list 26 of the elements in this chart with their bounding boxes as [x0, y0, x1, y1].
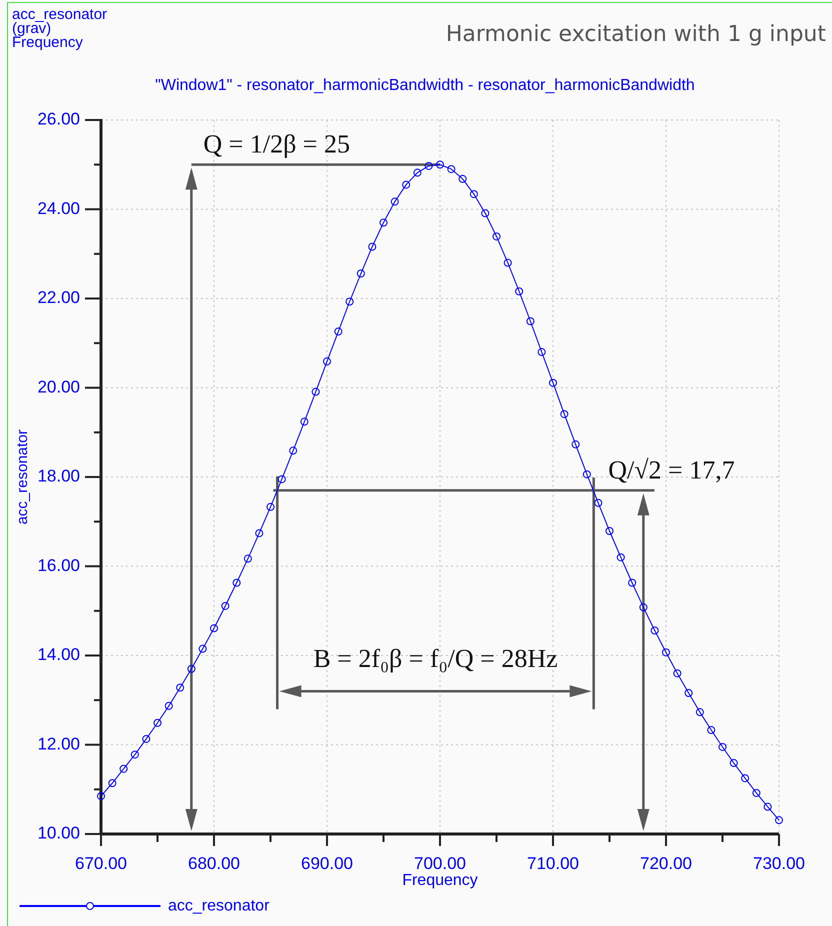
annotation: B = 2f₀β = f₀/Q = 28Hz [313, 644, 558, 674]
y-tick-label: 24.00 [37, 198, 80, 218]
y-tick-label: 14.00 [37, 645, 80, 664]
x-tick-label: 720.00 [640, 854, 692, 873]
x-axis-title: Frequency [402, 872, 478, 889]
chart-subtitle: "Window1" - resonator_harmonicBandwidth - resonator_harmonicBandwidth [154, 77, 696, 95]
text: (grav) [12, 20, 52, 37]
y-tick-label: 26.00 [37, 110, 80, 129]
y-tick-label: 12.00 [37, 734, 80, 754]
y-tick-label: 10.00 [37, 824, 80, 843]
x-tick-label: 690.00 [301, 854, 353, 873]
y-axis-title: acc_resonator [14, 429, 32, 525]
text: acc_resonator [12, 6, 108, 23]
ref-line-label: Q = 1/2β = 25 [203, 130, 350, 159]
x-tick-label: 730.00 [753, 854, 805, 873]
x-tick-label: 680.00 [188, 854, 240, 873]
y-tick-label: 16.00 [37, 556, 80, 575]
y-tick-label: 22.00 [37, 288, 80, 308]
x-tick-label: 710.00 [527, 854, 579, 873]
chart-title: Harmonic excitation with 1 g input [446, 22, 826, 47]
x-tick-label: 670.00 [75, 854, 127, 873]
text: acc_resonator [168, 897, 270, 914]
y-tick-label: 20.00 [37, 377, 80, 396]
ref-line-label: Q/√2 = 17,7 [608, 455, 735, 484]
x-tick-label: 700.00 [414, 854, 466, 873]
y-tick-label: 18.00 [37, 466, 80, 486]
